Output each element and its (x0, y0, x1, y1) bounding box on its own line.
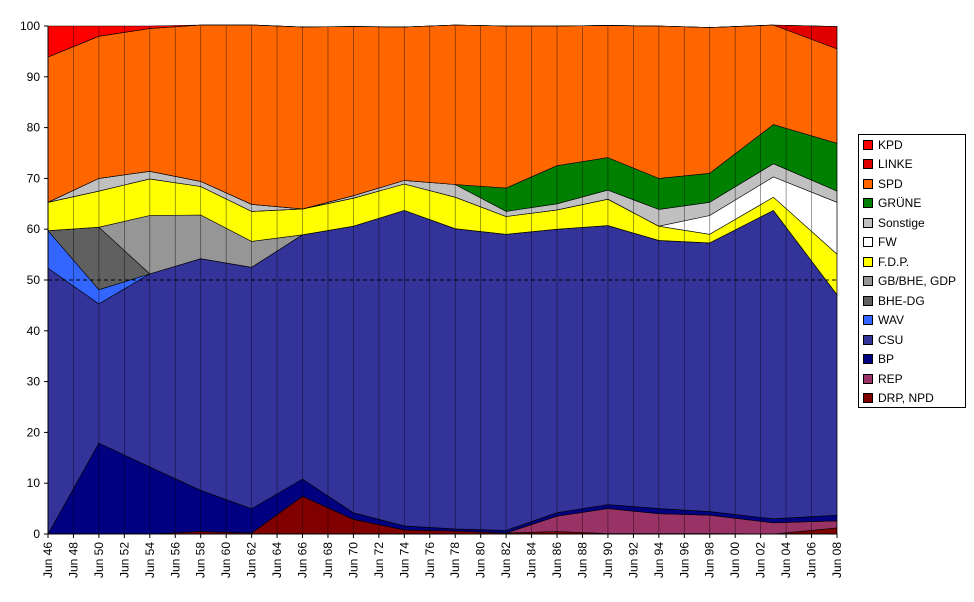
x-tick-label: Jun 88 (575, 542, 589, 578)
legend-swatch (863, 237, 873, 248)
legend-item-spd: SPD (863, 174, 961, 194)
x-tick-label: Jun 58 (194, 542, 208, 578)
legend-label: GB/BHE, GDP (878, 274, 957, 289)
x-tick-label: Jun 84 (525, 542, 539, 578)
legend-swatch (863, 373, 873, 384)
x-tick-label: Jun 46 (41, 542, 55, 578)
y-tick-label: 20 (27, 425, 41, 439)
y-tick-label: 90 (27, 70, 41, 84)
legend-label: BHE-DG (878, 293, 925, 308)
x-tick-label: Jun 54 (143, 542, 157, 578)
x-tick-label: Jun 76 (423, 542, 437, 578)
x-tick-label: Jun 60 (219, 542, 233, 578)
x-tick-label: Jun 78 (448, 542, 462, 578)
y-tick-label: 40 (27, 324, 41, 338)
legend-label: SPD (878, 176, 903, 191)
legend-item-csu: CSU (863, 330, 961, 350)
legend-label: BP (878, 352, 895, 367)
legend-item-drp-npd: DRP, NPD (863, 389, 961, 409)
y-tick-label: 50 (27, 273, 41, 287)
y-tick-label: 80 (27, 121, 41, 135)
x-tick-label: Jun 62 (245, 542, 259, 578)
legend-swatch (863, 334, 873, 345)
legend-label: WAV (878, 313, 904, 328)
x-tick-label: Jun 04 (779, 542, 793, 578)
legend-label: FW (878, 235, 897, 250)
x-tick-label: Jun 64 (270, 542, 284, 578)
legend-item-kpd: KPD (863, 135, 961, 155)
legend-swatch (863, 315, 873, 326)
legend-label: GRÜNE (878, 196, 922, 211)
legend: KPD LINKE SPD GRÜNE Sonstige FW F.D.P. GB/BHE, … (858, 134, 966, 408)
legend-label: F.D.P. (878, 254, 910, 269)
x-tick-label: Jun 52 (117, 542, 131, 578)
legend-item-linke: LINKE (863, 155, 961, 175)
x-tick-label: Jun 06 (805, 542, 819, 578)
x-tick-label: Jun 48 (66, 542, 80, 578)
legend-swatch (863, 139, 873, 150)
legend-item-rep: REP (863, 369, 961, 389)
x-tick-label: Jun 66 (296, 542, 310, 578)
legend-item-fw: FW (863, 233, 961, 253)
x-tick-label: Jun 08 (830, 542, 844, 578)
legend-swatch (863, 256, 873, 267)
legend-label: CSU (878, 332, 904, 347)
legend-item-bhe-dg: BHE-DG (863, 291, 961, 311)
legend-item-gr-ne: GRÜNE (863, 194, 961, 214)
y-tick-label: 0 (33, 527, 40, 541)
x-tick-label: Jun 68 (321, 542, 335, 578)
legend-item-gb-bhe-gdp: GB/BHE, GDP (863, 272, 961, 292)
legend-swatch (863, 198, 873, 209)
x-tick-label: Jun 56 (168, 542, 182, 578)
x-tick-label: Jun 74 (397, 542, 411, 578)
y-tick-label: 30 (27, 375, 41, 389)
x-tick-label: Jun 98 (703, 542, 717, 578)
legend-swatch (863, 276, 873, 287)
x-tick-label: Jun 90 (601, 542, 615, 578)
x-tick-label: Jun 80 (474, 542, 488, 578)
x-tick-label: Jun 82 (499, 542, 513, 578)
x-tick-label: Jun 96 (677, 542, 691, 578)
legend-label: DRP, NPD (878, 391, 934, 406)
x-tick-label: Jun 50 (92, 542, 106, 578)
x-tick-label: Jun 70 (346, 542, 360, 578)
x-tick-label: Jun 02 (754, 542, 768, 578)
x-tick-label: Jun 00 (728, 542, 742, 578)
legend-label: Sonstige (878, 215, 925, 230)
legend-item-sonstige: Sonstige (863, 213, 961, 233)
legend-label: KPD (878, 137, 903, 152)
y-tick-label: 60 (27, 222, 41, 236)
y-tick-label: 10 (27, 476, 41, 490)
legend-item-bp: BP (863, 350, 961, 370)
legend-swatch (863, 295, 873, 306)
y-tick-label: 100 (20, 19, 40, 33)
x-tick-label: Jun 94 (652, 542, 666, 578)
x-tick-label: Jun 72 (372, 542, 386, 578)
legend-swatch (863, 393, 873, 404)
legend-swatch (863, 354, 873, 365)
x-tick-label: Jun 86 (550, 542, 564, 578)
legend-item-f-d-p: F.D.P. (863, 252, 961, 272)
legend-swatch (863, 217, 873, 228)
legend-swatch (863, 178, 873, 189)
x-tick-label: Jun 92 (626, 542, 640, 578)
legend-label: LINKE (878, 157, 913, 172)
legend-item-wav: WAV (863, 311, 961, 331)
legend-label: REP (878, 371, 903, 386)
y-tick-label: 70 (27, 171, 41, 185)
legend-swatch (863, 159, 873, 170)
area-series-kpd (47, 24, 838, 58)
